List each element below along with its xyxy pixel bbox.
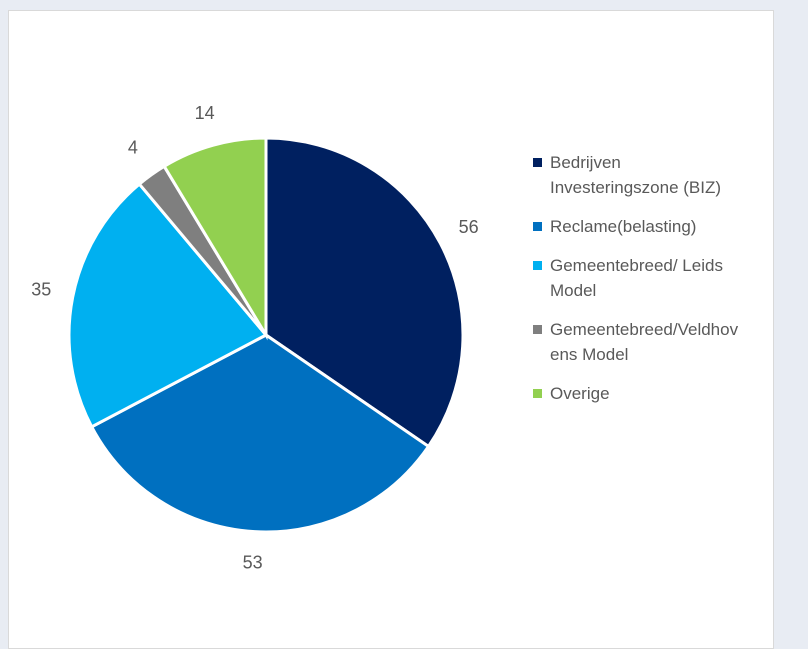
pie-slice — [67, 181, 269, 429]
legend-label: Bedrijven Investeringszone (BIZ) — [550, 153, 722, 197]
legend-swatch — [533, 325, 542, 334]
legend-item: Gemeentebreed/Veldhovens Model — [533, 317, 783, 367]
legend-label: Overige — [550, 384, 610, 403]
legend-label: Reclame(belasting) — [550, 217, 697, 236]
legend-swatch — [533, 261, 542, 270]
data-label: 4 — [128, 137, 138, 157]
legend-label: Gemeentebreed/Veldhovens Model — [550, 320, 739, 364]
legend-swatch — [533, 389, 542, 398]
legend-label: Gemeentebreed/ Leids Model — [550, 256, 723, 300]
pie-slice — [264, 136, 465, 449]
data-label: 35 — [31, 280, 51, 300]
data-label: 53 — [243, 552, 263, 572]
legend-item: Overige — [533, 381, 783, 406]
legend: Bedrijven Investeringszone (BIZ) Reclame(… — [533, 150, 783, 420]
legend-swatch — [533, 158, 542, 167]
legend-swatch — [533, 222, 542, 231]
pie-slice — [162, 136, 268, 341]
legend-item: Reclame(belasting) — [533, 214, 783, 239]
legend-item: Gemeentebreed/ Leids Model — [533, 253, 783, 303]
data-label: 14 — [195, 103, 215, 123]
pie-slice — [89, 333, 431, 534]
legend-item: Bedrijven Investeringszone (BIZ) — [533, 150, 783, 200]
data-label: 56 — [459, 217, 479, 237]
